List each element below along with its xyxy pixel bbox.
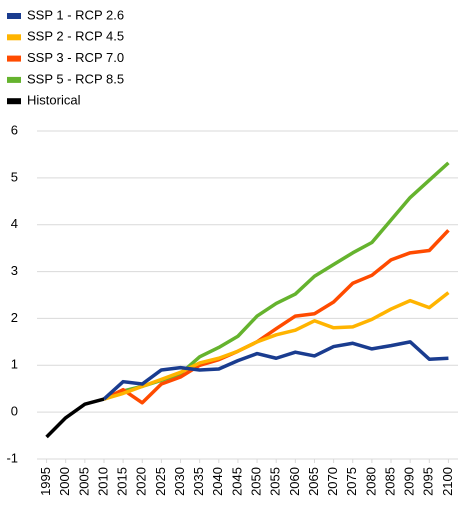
x-tick-label: 2040 xyxy=(210,467,225,496)
x-tick-label: 2030 xyxy=(172,467,187,496)
x-tick-label: 2075 xyxy=(344,467,359,496)
series-line xyxy=(45,397,105,439)
x-tick-label: 2100 xyxy=(440,467,455,496)
x-tick-label: 2085 xyxy=(382,467,397,496)
x-tick-label: 2005 xyxy=(76,467,91,496)
x-tick-label: 2035 xyxy=(191,467,206,496)
series-line xyxy=(103,229,450,405)
y-tick-label: 4 xyxy=(11,216,18,231)
x-tick-label: 2050 xyxy=(249,467,264,496)
legend-swatch xyxy=(7,76,21,83)
y-tick-label: 3 xyxy=(11,263,18,278)
y-tick-label: 5 xyxy=(11,169,18,184)
legend-swatch xyxy=(7,13,21,19)
x-tick-label: 2070 xyxy=(325,467,340,496)
y-tick-label: 1 xyxy=(11,357,18,372)
y-tick-label: 0 xyxy=(11,404,18,419)
x-tick-label: 2045 xyxy=(229,467,244,496)
x-tick-label: 2065 xyxy=(306,467,321,496)
x-tick-label: 2055 xyxy=(268,467,283,496)
legend-swatch xyxy=(7,55,21,62)
legend-label: SSP 1 - RCP 2.6 xyxy=(27,7,124,22)
x-tick-label: 2010 xyxy=(95,467,110,496)
x-tick-label: 1995 xyxy=(38,467,53,496)
x-tick-label: 2090 xyxy=(402,467,417,496)
series-line xyxy=(103,161,450,401)
legend-swatch xyxy=(7,34,21,41)
x-tick-label: 2095 xyxy=(421,467,436,496)
x-tick-label: 2060 xyxy=(287,467,302,496)
y-tick-label: -1 xyxy=(6,450,18,465)
legend-swatch xyxy=(7,98,21,105)
series-line xyxy=(103,291,450,401)
y-tick-label: 2 xyxy=(11,310,18,325)
series-line xyxy=(102,340,449,401)
x-tick-label: 2020 xyxy=(134,467,149,496)
legend-label: SSP 5 - RCP 8.5 xyxy=(27,71,124,86)
legend-label: Historical xyxy=(27,93,81,108)
x-tick-label: 2025 xyxy=(153,467,168,496)
x-tick-label: 2000 xyxy=(57,467,72,496)
x-tick-label: 2015 xyxy=(115,467,130,496)
x-tick-label: 2080 xyxy=(363,467,378,496)
legend-label: SSP 2 - RCP 4.5 xyxy=(27,29,124,44)
y-tick-label: 6 xyxy=(11,122,18,137)
legend-label: SSP 3 - RCP 7.0 xyxy=(27,50,124,65)
